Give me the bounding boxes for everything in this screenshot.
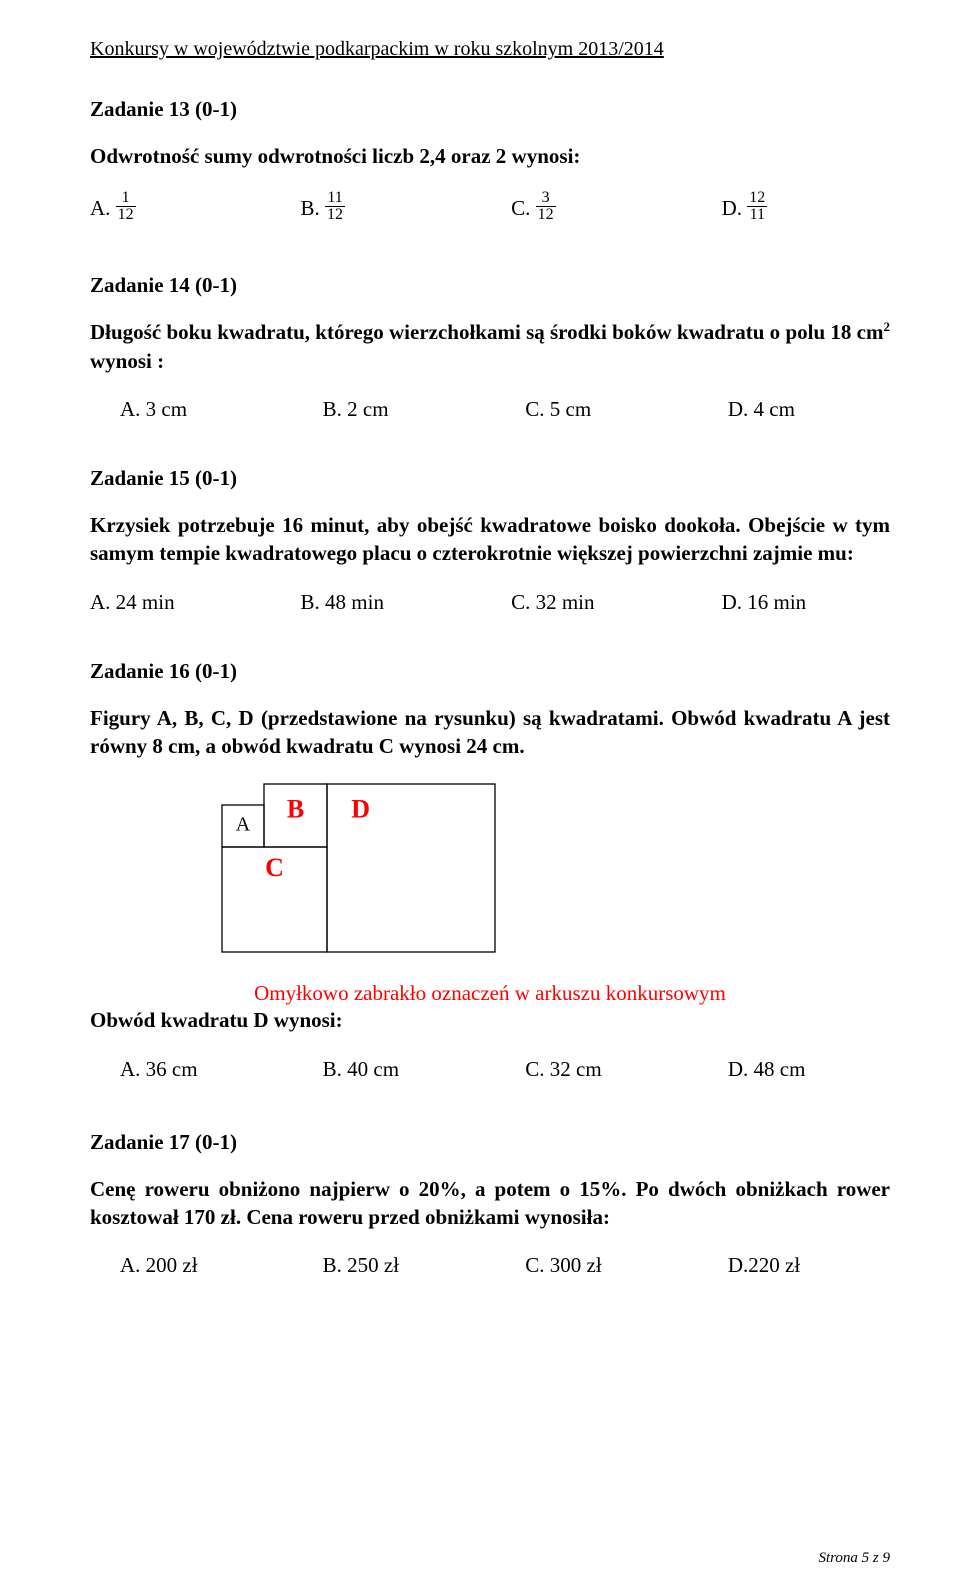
task13-opt-c: C. 3 12 [511, 192, 722, 225]
denominator: 12 [116, 207, 136, 223]
task17-text: Cenę roweru obniżono najpierw o 20%, a p… [90, 1175, 890, 1232]
option-letter: C. [511, 196, 530, 220]
numerator: 12 [747, 190, 767, 207]
page-header: Konkursy w województwie podkarpackim w r… [90, 38, 890, 61]
task17-options: A. 200 zł B. 250 zł C. 300 zł D.220 zł [120, 1253, 890, 1278]
task13-options: A. 1 12 B. 11 12 C. 3 12 D. 12 11 [90, 192, 890, 225]
fraction: 11 12 [325, 190, 345, 223]
task13-text: Odwrotność sumy odwrotności liczb 2,4 or… [90, 142, 890, 170]
task17-opt-c: C. 300 zł [525, 1253, 728, 1278]
exponent: 2 [884, 319, 891, 334]
task17-title: Zadanie 17 (0-1) [90, 1130, 890, 1155]
task16-title: Zadanie 16 (0-1) [90, 659, 890, 684]
task14-opt-d: D. 4 cm [728, 397, 890, 422]
task13-opt-d: D. 12 11 [722, 192, 890, 225]
task16-text: Figury A, B, C, D (przedstawione na rysu… [90, 704, 890, 761]
denominator: 11 [747, 207, 767, 223]
task16-diagram: A BC D [220, 782, 890, 959]
svg-text:A: A [236, 814, 251, 836]
task17-opt-d: D.220 zł [728, 1253, 890, 1278]
option-letter: D. [722, 196, 742, 220]
task14-opt-c: C. 5 cm [525, 397, 728, 422]
task13-opt-b: B. 11 12 [301, 192, 512, 225]
fraction: 12 11 [747, 190, 767, 223]
task14-text-post: wynosi : [90, 349, 164, 373]
squares-diagram-svg: A BC D [220, 782, 497, 954]
svg-text:D: D [351, 795, 370, 824]
task14-options: A. 3 cm B. 2 cm C. 5 cm D. 4 cm [120, 397, 890, 422]
page: Konkursy w województwie podkarpackim w r… [0, 0, 960, 1593]
denominator: 12 [325, 207, 345, 223]
task14-opt-b: B. 2 cm [323, 397, 526, 422]
task16-options: A. 36 cm B. 40 cm C. 32 cm D. 48 cm [120, 1057, 890, 1082]
task15-opt-c: C. 32 min [511, 590, 722, 615]
option-letter: B. [301, 196, 320, 220]
numerator: 3 [536, 190, 556, 207]
page-footer: Strona 5 z 9 [818, 1550, 890, 1567]
task15-text: Krzysiek potrzebuje 16 minut, aby obejść… [90, 511, 890, 568]
task17-opt-a: A. 200 zł [120, 1253, 323, 1278]
task16-opt-c: C. 32 cm [525, 1057, 728, 1082]
task14-title: Zadanie 14 (0-1) [90, 273, 890, 298]
numerator: 1 [116, 190, 136, 207]
svg-text:B: B [287, 795, 304, 824]
task15-opt-a: A. 24 min [90, 590, 301, 615]
task16-subtext: Obwód kwadratu D wynosi: [90, 1006, 890, 1034]
task13-opt-a: A. 1 12 [90, 192, 301, 225]
task16-opt-a: A. 36 cm [120, 1057, 323, 1082]
task15-opt-b: B. 48 min [301, 590, 512, 615]
numerator: 11 [325, 190, 345, 207]
task15-opt-d: D. 16 min [722, 590, 890, 615]
option-letter: A. [90, 196, 110, 220]
task14-text: Długość boku kwadratu, którego wierzchoł… [90, 318, 890, 375]
task17-opt-b: B. 250 zł [323, 1253, 526, 1278]
task15-options: A. 24 min B. 48 min C. 32 min D. 16 min [90, 590, 890, 615]
fraction: 1 12 [116, 190, 136, 223]
fraction: 3 12 [536, 190, 556, 223]
task15-title: Zadanie 15 (0-1) [90, 466, 890, 491]
task13-title: Zadanie 13 (0-1) [90, 97, 890, 122]
task14-text-pre: Długość boku kwadratu, którego wierzchoł… [90, 320, 884, 344]
task16-note: Omyłkowo zabrakło oznaczeń w arkuszu kon… [90, 981, 890, 1006]
svg-text:C: C [265, 853, 284, 882]
task16-opt-d: D. 48 cm [728, 1057, 890, 1082]
task14-opt-a: A. 3 cm [120, 397, 323, 422]
denominator: 12 [536, 207, 556, 223]
task16-opt-b: B. 40 cm [323, 1057, 526, 1082]
